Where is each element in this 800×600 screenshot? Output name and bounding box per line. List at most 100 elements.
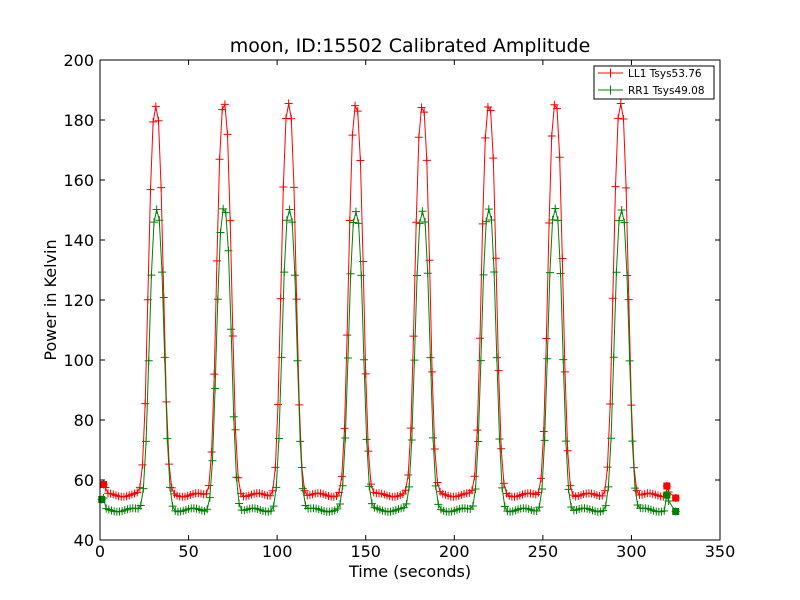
end-marker [663,491,671,499]
data-point [340,424,349,433]
data-point [553,104,562,113]
data-point [165,483,174,492]
data-point [279,182,288,191]
data-point [365,482,374,491]
data-point [535,503,544,512]
data-point [495,434,504,443]
data-point [409,332,418,341]
x-tick-label: 200 [439,542,470,561]
x-tick-label: 150 [350,542,381,561]
data-point [300,486,309,495]
data-point [139,484,148,493]
data-point [413,271,422,280]
data-point [158,268,166,277]
legend-marker-rr1 [606,85,615,95]
data-point [213,295,222,304]
data-point [414,133,423,142]
data-point [468,486,476,495]
data-point [499,479,508,488]
data-point [542,334,551,343]
data-point [609,353,618,362]
data-point [221,208,230,217]
data-point [429,433,438,442]
end-marker [663,482,671,490]
x-axis-label: Time (seconds) [348,562,471,581]
data-point [144,356,153,365]
data-point [269,502,278,511]
y-tick-label: 120 [63,291,94,310]
data-point [553,216,562,225]
data-point [142,437,151,446]
data-point [288,218,297,227]
data-point [356,156,365,165]
data-point [210,370,219,379]
data-point [290,271,299,280]
x-tick-label: 350 [705,542,736,561]
data-point [537,484,546,493]
data-point [224,246,233,255]
data-point [611,182,620,191]
data-point [285,205,294,214]
data-point [482,217,491,226]
legend-box [593,65,715,100]
data-point [620,218,629,227]
data-point [271,463,280,472]
data-point [211,384,220,393]
data-point [146,185,155,194]
end-marker [100,481,108,488]
data-point [481,133,490,142]
data-point [216,228,225,237]
y-tick-label: 160 [63,171,94,190]
data-point [298,484,307,493]
data-point [354,219,363,228]
data-point [561,437,570,446]
data-point [333,504,342,513]
data-point [616,99,625,108]
data-point [152,205,161,214]
data-point [418,207,427,216]
data-point [150,218,159,227]
data-point [474,437,483,446]
data-point [159,293,168,302]
data-point [293,356,302,365]
data-point [231,425,240,434]
data-point [490,268,499,277]
data-point [563,446,572,455]
data-point [149,117,158,126]
y-tick-label: 80 [74,411,94,430]
data-point [218,105,227,114]
data-point [364,447,373,456]
data-point [603,463,612,472]
data-point [147,271,156,280]
data-point [426,353,435,362]
data-point [548,215,557,224]
data-point [135,483,144,492]
data-point [617,206,626,215]
data-point [226,216,235,225]
data-point [202,489,211,498]
data-point [470,472,479,481]
data-point [338,481,347,490]
data-point [405,482,414,491]
data-point [277,353,286,362]
data-point [410,356,419,365]
data-point [489,154,498,163]
data-point [223,130,232,139]
data-point [289,183,298,192]
data-point [537,474,546,483]
data-point [274,400,283,409]
y-tick-label: 40 [74,531,94,550]
data-point [406,424,415,433]
data-point [433,478,442,487]
data-point [163,434,172,443]
data-point [612,268,621,277]
data-point [614,114,623,123]
data-point [274,434,283,443]
data-point [417,103,426,112]
data-point [160,353,169,362]
data-point [228,332,237,341]
data-point [203,505,212,514]
data-point [412,218,421,227]
